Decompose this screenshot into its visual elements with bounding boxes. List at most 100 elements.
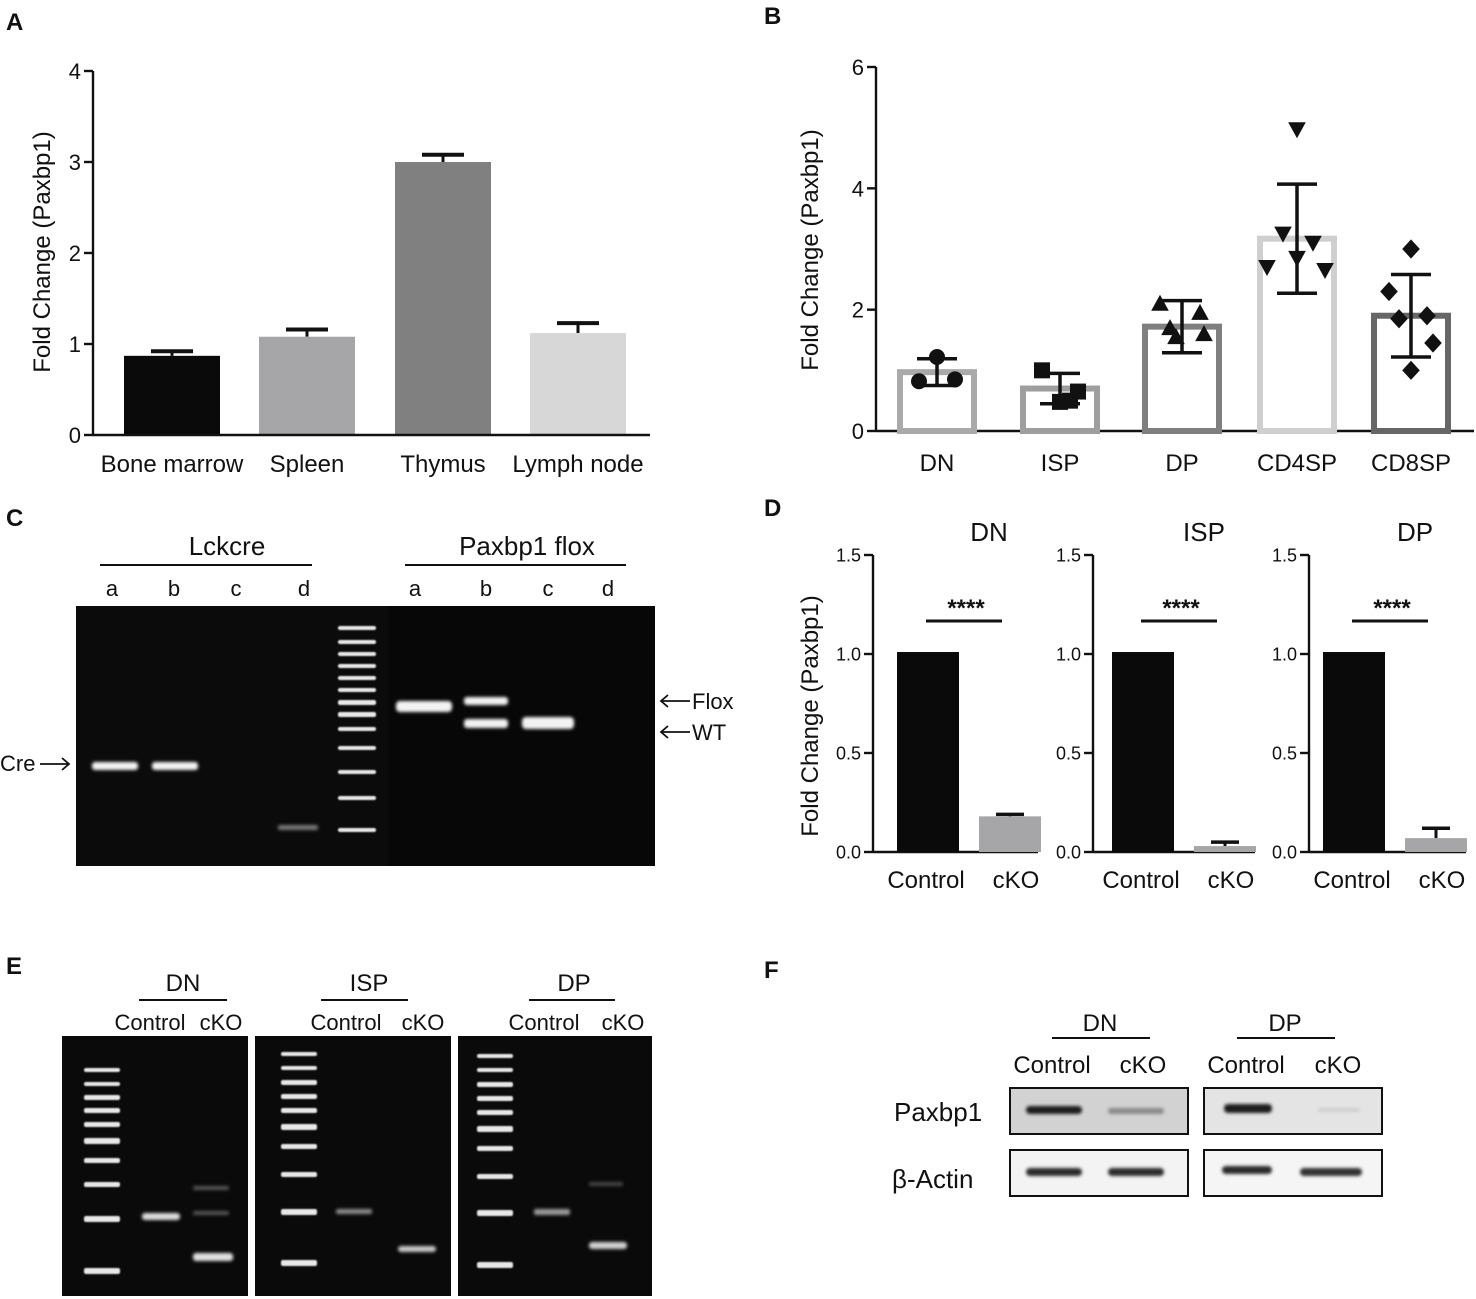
gel-band: [589, 1242, 627, 1249]
bar-spleen: [259, 336, 355, 435]
data-point: [1191, 303, 1209, 320]
chart-b-y-tick-label: 2: [852, 298, 864, 323]
chart-d-0-y-tick-label: 0.5: [836, 743, 861, 763]
gel-e-title-dn: DN: [166, 970, 201, 997]
gel-e-bands: [142, 1182, 627, 1261]
gel-c-cre-label: Cre: [0, 751, 35, 776]
x-tick-label: Control: [887, 867, 964, 894]
western-bands: [1026, 1104, 1362, 1176]
western-band: [1108, 1108, 1164, 1114]
data-point: [1304, 235, 1322, 252]
gel-c-lane-label: b: [480, 576, 492, 601]
gel-band: [193, 1186, 229, 1190]
data-point: [1424, 333, 1442, 353]
data-point: [1380, 281, 1398, 302]
panel-label-a: A: [6, 9, 23, 36]
data-point: [1151, 294, 1169, 311]
chart-d-0-y-tick-label: 1.0: [836, 644, 861, 664]
data-point: [1195, 325, 1213, 342]
western-band: [1026, 1106, 1082, 1114]
gel-band: [336, 1209, 372, 1214]
western-row-label: β-Actin: [892, 1164, 973, 1194]
bar-cko: [1194, 846, 1256, 852]
gel-c-lane-label: b: [168, 576, 180, 601]
chart-a: Fold Change (Paxbp1) 0 1 2 3 4 Bone marrow Spl…: [29, 59, 650, 478]
gel-band: [152, 762, 198, 770]
bar-cko: [979, 816, 1041, 852]
significance-label: ****: [1162, 595, 1200, 622]
x-tick-label: Spleen: [270, 451, 345, 478]
gel-c-lane-label: d: [602, 576, 614, 601]
gel-band: [92, 762, 138, 770]
gel-e-lane-label: Control: [509, 1010, 580, 1035]
chart-a-y-tick-label: 1: [69, 332, 81, 357]
western-blot: DN DP Control cKO Control cKO Paxbp1 β-A…: [892, 1010, 1383, 1197]
gel-e-image-isp: [255, 1036, 451, 1296]
subplot-title: DP: [1397, 517, 1433, 547]
chart-a-ylabel: Fold Change (Paxbp1): [29, 131, 56, 372]
bar-control: [1112, 652, 1174, 852]
data-point: [911, 373, 927, 390]
bar-control: [897, 652, 959, 852]
x-tick-label: cKO: [1419, 867, 1466, 894]
panel-label-e: E: [6, 953, 22, 980]
gel-band: [589, 1182, 623, 1186]
gel-band: [534, 1209, 570, 1215]
data-point: [1288, 122, 1306, 139]
chart-d-2-y-tick-label: 0.5: [1272, 743, 1297, 763]
subplot-title: DN: [970, 517, 1008, 547]
data-point: [1274, 226, 1292, 243]
significance-label: ****: [1373, 595, 1411, 622]
panel-label-c: C: [6, 505, 23, 532]
gel-c: Lckcre Paxbp1 flox a b c d a b c d: [0, 531, 734, 866]
panel-label-f: F: [764, 957, 779, 984]
gel-e-lane-label: cKO: [602, 1010, 645, 1035]
gel-c-lane-label: a: [106, 576, 119, 601]
x-tick-label: CD4SP: [1257, 450, 1337, 477]
x-tick-label: DN: [920, 450, 955, 477]
gel-e-lane-label: cKO: [200, 1010, 243, 1035]
gel-c-group-lckcre: Lckcre: [189, 531, 266, 561]
gel-c-lane-label: c: [231, 576, 242, 601]
western-row-label: Paxbp1: [894, 1097, 982, 1127]
gel-band: [398, 1246, 436, 1252]
bar-control: [1323, 652, 1385, 852]
data-point: [947, 371, 963, 388]
gel-e-ladders: [84, 1052, 513, 1274]
gel-e-title-dp: DP: [557, 970, 590, 997]
panel-label-b: B: [764, 3, 781, 30]
gel-c-lane-label: a: [409, 576, 422, 601]
gel-band: [464, 697, 508, 705]
data-point: [1161, 319, 1179, 336]
gel-c-arrow-wt: WT: [659, 720, 726, 745]
significance-label: ****: [947, 595, 985, 622]
gel-e-image-dp: [458, 1036, 652, 1296]
data-point: [1402, 360, 1420, 380]
data-point: [1062, 392, 1078, 409]
x-tick-label: Thymus: [400, 451, 485, 478]
gel-band: [193, 1211, 229, 1215]
chart-d-1-y-tick-label: 0.5: [1056, 743, 1081, 763]
chart-b-y-tick-label: 0: [852, 419, 864, 444]
chart-d-1-y-tick-label: 1.0: [1056, 644, 1081, 664]
data-point: [1316, 263, 1334, 280]
x-tick-label: ISP: [1041, 450, 1080, 477]
chart-a-y-tick-label: 0: [69, 423, 81, 448]
chart-d-0-y-tick-label: 1.5: [836, 545, 861, 565]
gel-c-flox-label: Flox: [692, 689, 734, 714]
western-band: [1224, 1104, 1272, 1113]
chart-d-ylabel: Fold Change (Paxbp1): [797, 595, 824, 836]
gel-band: [142, 1213, 180, 1220]
data-point: [1258, 260, 1276, 276]
chart-b-ylabel: Fold Change (Paxbp1): [797, 129, 824, 370]
gel-band: [193, 1253, 233, 1261]
bar-cko: [1405, 838, 1467, 852]
chart-a-y-tick-label: 2: [69, 241, 81, 266]
chart-d-2-y-tick-label: 1.5: [1272, 545, 1297, 565]
gel-e-lane-label: Control: [311, 1010, 382, 1035]
chart-d-1-y-tick-label: 1.5: [1056, 545, 1081, 565]
chart-d-1-y-tick-label: 0.0: [1056, 842, 1081, 862]
bar-thymus: [395, 162, 491, 435]
chart-a-y-tick-label: 4: [69, 59, 81, 84]
gel-band: [522, 717, 574, 729]
